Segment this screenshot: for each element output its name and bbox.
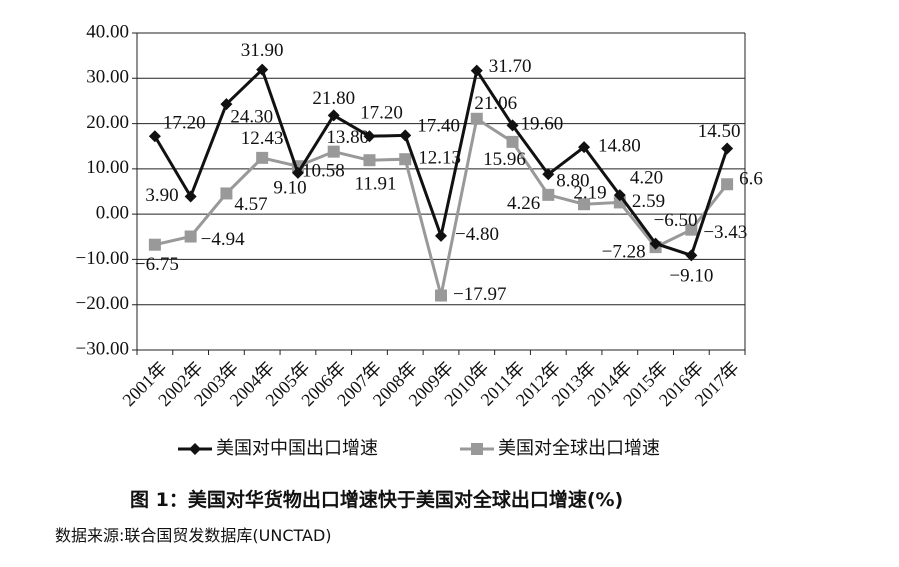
- data-label: 8.80: [556, 171, 589, 192]
- square-marker: [184, 230, 197, 243]
- y-tick-label: 40.00: [86, 21, 129, 42]
- diamond-marker: [613, 189, 626, 202]
- legend-label: 美国对全球出口增速: [498, 438, 660, 459]
- data-label: 17.20: [360, 103, 403, 124]
- diamond-marker: [327, 109, 340, 122]
- data-label: 10.58: [302, 161, 345, 182]
- data-label: 6.6: [739, 169, 763, 190]
- legend-diamond-icon: [189, 443, 201, 455]
- data-label: 12.13: [418, 148, 461, 169]
- line-chart: 40.00 30.00 20.00 10.00 0.00 −10.00 −20.00 −30.…: [76, 21, 763, 459]
- diamond-marker: [685, 249, 698, 262]
- y-tick-label: −20.00: [76, 293, 129, 314]
- y-tick-label: −10.00: [76, 248, 129, 269]
- data-label: 15.96: [483, 149, 526, 170]
- y-tick-label: 20.00: [86, 112, 129, 133]
- data-label: 17.40: [417, 116, 460, 137]
- data-label: 14.80: [598, 135, 641, 156]
- diamond-marker: [220, 98, 233, 111]
- square-marker: [327, 145, 340, 158]
- data-label: 21.06: [474, 93, 517, 114]
- diamond-marker: [435, 229, 447, 242]
- diamond-marker: [649, 237, 662, 250]
- data-label: 9.10: [273, 177, 306, 198]
- data-label: 21.80: [312, 88, 355, 109]
- data-label: −6.75: [135, 254, 179, 275]
- y-tick-label: 10.00: [86, 157, 129, 178]
- data-label: −3.43: [703, 222, 747, 243]
- square-marker: [470, 112, 483, 125]
- data-label: 31.90: [241, 40, 284, 61]
- diamond-marker: [363, 130, 376, 143]
- square-marker: [685, 223, 698, 236]
- y-tick-label: −30.00: [76, 338, 129, 359]
- diamond-marker: [291, 166, 304, 179]
- diamond-marker: [148, 130, 161, 143]
- square-marker: [542, 188, 555, 201]
- square-marker: [220, 187, 233, 200]
- square-marker: [399, 153, 412, 166]
- data-label: 19.60: [521, 114, 564, 135]
- data-label: 4.20: [630, 167, 663, 188]
- data-label: −4.80: [455, 224, 499, 245]
- data-label: 31.70: [489, 56, 532, 77]
- data-label: 3.90: [145, 185, 178, 206]
- data-label: 2.19: [573, 183, 606, 204]
- diamond-marker: [721, 142, 734, 155]
- diamond-marker: [184, 190, 197, 203]
- data-label: 2.59: [632, 191, 665, 212]
- diamond-marker: [399, 129, 412, 142]
- legend-square-icon: [471, 443, 483, 455]
- square-marker: [435, 289, 447, 302]
- data-label: 4.26: [507, 193, 540, 214]
- diamond-marker: [542, 168, 555, 181]
- square-marker: [506, 135, 519, 148]
- figure-caption: 图 1：美国对华货物出口增速快于美国对全球出口增速(%): [130, 489, 624, 511]
- diamond-marker: [256, 63, 269, 76]
- legend-label: 美国对中国出口增速: [216, 438, 378, 459]
- data-label: −7.28: [602, 241, 646, 262]
- data-label: 11.91: [354, 174, 396, 195]
- data-label: −6.50: [654, 210, 698, 231]
- square-marker: [148, 238, 161, 251]
- square-marker: [721, 178, 734, 191]
- data-label: 24.30: [230, 106, 273, 127]
- square-marker: [578, 198, 591, 211]
- data-label: −17.97: [453, 284, 506, 305]
- data-label: 17.20: [163, 113, 206, 134]
- data-label: 12.43: [241, 128, 284, 149]
- data-source: 数据来源:联合国贸发数据库(UNCTAD): [55, 526, 332, 545]
- diamond-marker: [470, 64, 483, 77]
- y-tick-label: 30.00: [86, 67, 129, 88]
- square-marker: [363, 154, 376, 167]
- data-label: −9.10: [669, 266, 713, 287]
- data-label: 4.57: [234, 194, 267, 215]
- data-label: 14.50: [698, 121, 741, 142]
- data-label: −4.94: [201, 229, 245, 250]
- diamond-marker: [506, 119, 519, 132]
- diamond-marker: [578, 141, 591, 154]
- square-marker: [256, 151, 269, 164]
- y-tick-label: 0.00: [96, 203, 129, 224]
- data-label: 13.80: [326, 127, 369, 148]
